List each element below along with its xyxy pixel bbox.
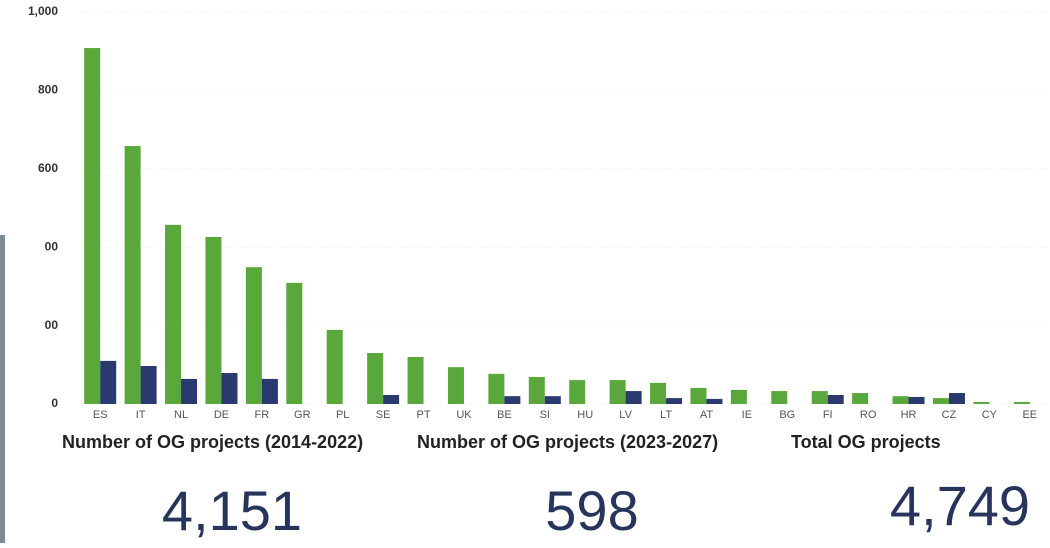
x-tick-label: RO [860, 409, 877, 421]
x-tick-label: FR [255, 409, 270, 421]
bar [730, 389, 747, 404]
bar [221, 373, 238, 404]
bar [181, 378, 198, 404]
x-tick-label: NL [174, 409, 188, 421]
y-tick-label: 0 [51, 396, 58, 410]
bar [367, 353, 384, 404]
bar [948, 393, 965, 404]
x-tick-label: LT [660, 409, 672, 421]
bar [932, 398, 949, 404]
bar [504, 396, 521, 404]
bar [528, 376, 545, 404]
x-tick-label: IT [136, 409, 146, 421]
x-tick-label: LV [619, 409, 632, 421]
bar [447, 367, 464, 404]
bar [1013, 402, 1030, 404]
bar [205, 237, 222, 404]
side-bar [0, 235, 5, 543]
bar [140, 365, 157, 404]
kpi-value: 4,151 [162, 479, 302, 542]
kpi-value: 4,749 [890, 474, 1030, 537]
bar [488, 373, 505, 404]
x-tick-label: PL [336, 409, 349, 421]
bar [407, 356, 424, 404]
bar [326, 329, 343, 404]
bar [261, 378, 278, 404]
x-tick-label: BE [497, 409, 512, 421]
bar [852, 393, 869, 404]
bar [771, 391, 788, 404]
bar [100, 360, 117, 404]
bar [165, 224, 182, 404]
y-tick-label: 600 [38, 161, 58, 175]
x-tick-label: SI [540, 409, 550, 421]
bar [690, 387, 707, 404]
kpi-value: 598 [545, 479, 638, 542]
x-tick-label: EE [1022, 409, 1037, 421]
bar [827, 394, 844, 404]
bar [286, 282, 303, 404]
bar [383, 394, 400, 404]
bar [569, 380, 586, 404]
x-tick-label: FI [823, 409, 833, 421]
x-tick-label: DE [214, 409, 229, 421]
bar [811, 391, 828, 404]
y-tick-label: 00 [45, 239, 59, 253]
bar [609, 380, 626, 404]
bar [625, 391, 642, 404]
bar [973, 402, 990, 404]
x-tick-label: GR [294, 409, 311, 421]
y-tick-label: 1,000 [28, 4, 58, 18]
kpi-heading: Number of OG projects (2023-2027) [417, 432, 718, 452]
x-tick-label: HU [577, 409, 593, 421]
x-tick-label: CY [982, 409, 998, 421]
kpi-heading: Total OG projects [791, 432, 941, 452]
x-tick-label: BG [779, 409, 795, 421]
bar [666, 398, 683, 404]
bar [544, 396, 561, 404]
x-tick-label: ES [93, 409, 108, 421]
bar [84, 48, 101, 405]
x-tick-label: PT [417, 409, 431, 421]
x-tick-label: IE [742, 409, 752, 421]
x-tick-label: CZ [942, 409, 957, 421]
bar [908, 396, 925, 404]
bar [650, 382, 667, 404]
bar [892, 396, 909, 404]
x-tick-label: AT [700, 409, 714, 421]
y-tick-label: 800 [38, 83, 58, 97]
y-tick-label: 00 [45, 318, 59, 332]
bar [706, 398, 723, 404]
bar [245, 267, 262, 404]
bar [124, 146, 141, 404]
kpi-heading: Number of OG projects (2014-2022) [62, 432, 363, 452]
x-tick-label: HR [901, 409, 917, 421]
x-tick-label: SE [376, 409, 391, 421]
x-tick-label: UK [456, 409, 472, 421]
